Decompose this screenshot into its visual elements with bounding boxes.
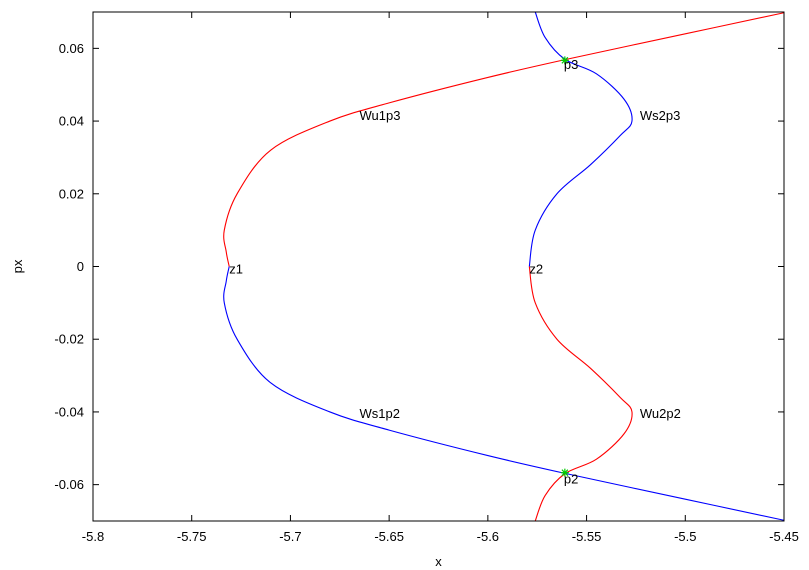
curves-layer [223, 12, 784, 521]
annotation-p2: p2 [564, 472, 578, 487]
y-tick-label: 0.04 [59, 114, 84, 129]
x-axis-label: x [435, 554, 442, 569]
annotations-layer: Wu1p3 Ws2p3 z1 z2 Ws1p2 Wu2p2 p3 p2 [229, 57, 681, 486]
annotation-p3: p3 [564, 57, 578, 72]
series-line-2 [223, 266, 784, 521]
series-line-3 [528, 12, 633, 267]
x-tick-label: -5.5 [674, 529, 696, 544]
x-tick-label: -5.65 [374, 529, 404, 544]
ticks-layer: -5.8 -5.75 -5.7 -5.65 -5.6 -5.55 -5.5 -5.45 0.06… [54, 12, 799, 544]
x-tick-label: -5.55 [572, 529, 602, 544]
annotation-wu2p2: Wu2p2 [640, 406, 681, 421]
x-tick-label: -5.8 [82, 529, 104, 544]
x-tick-label: -5.7 [279, 529, 301, 544]
annotation-z2: z2 [529, 262, 543, 277]
series-line-4 [528, 266, 633, 521]
point-marker-2 [560, 468, 569, 477]
y-tick-label: -0.04 [54, 404, 84, 419]
y-tick-label: -0.06 [54, 477, 84, 492]
y-tick-label: 0.02 [59, 186, 84, 201]
point-marker-1 [560, 56, 569, 65]
annotation-ws1p2: Ws1p2 [360, 406, 400, 421]
markers-layer [560, 56, 569, 477]
x-tick-label: -5.6 [477, 529, 499, 544]
y-tick-label: 0 [77, 259, 84, 274]
series-line-1 [223, 12, 784, 267]
annotation-wu1p3: Wu1p3 [360, 108, 401, 123]
annotation-z1: z1 [229, 262, 243, 277]
y-tick-label: -0.02 [54, 332, 84, 347]
y-tick-label: 0.06 [59, 41, 84, 56]
x-tick-label: -5.45 [769, 529, 799, 544]
x-tick-label: -5.75 [177, 529, 207, 544]
annotation-ws2p3: Ws2p3 [640, 108, 680, 123]
y-axis-label: px [10, 259, 25, 273]
